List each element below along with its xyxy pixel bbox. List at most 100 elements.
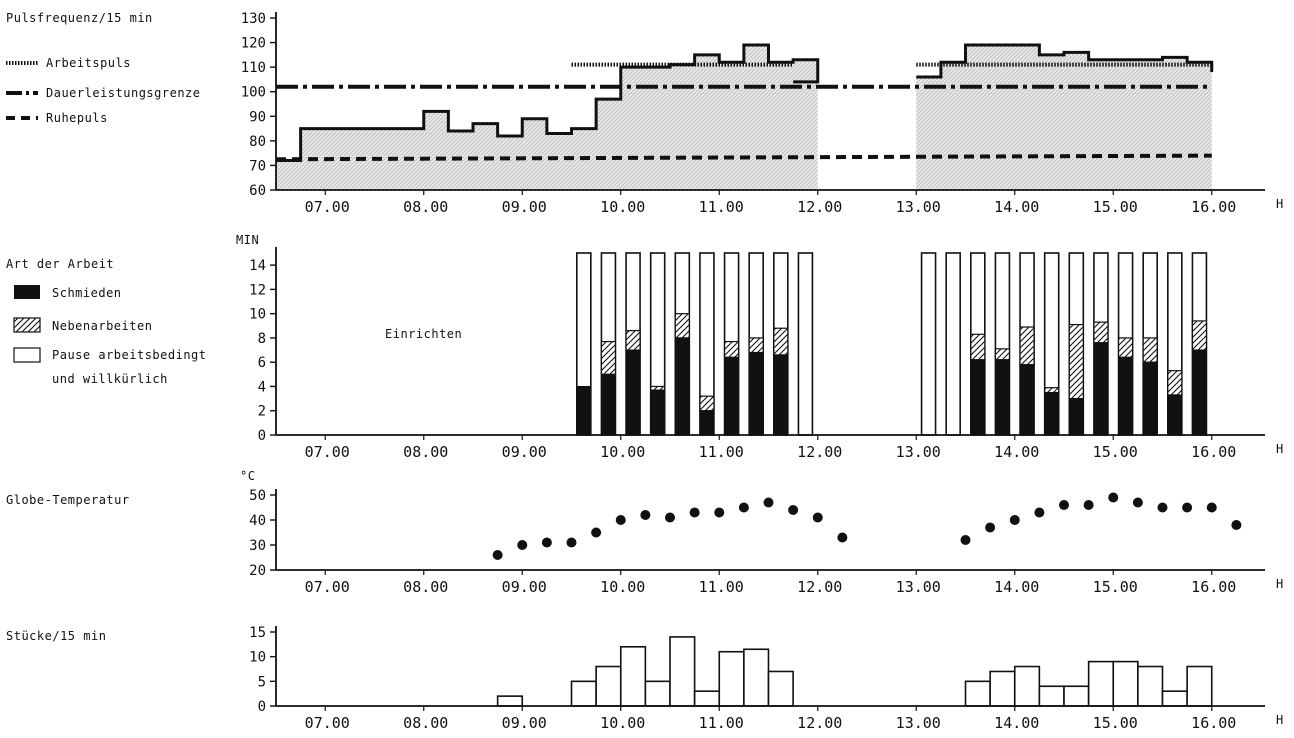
bar-nebenarbeiten [1117,337,1134,358]
bar-nebenarbeiten [994,348,1011,361]
bar-nebenarbeiten [1142,337,1158,363]
bar-schmieden [1191,349,1207,436]
temperature-point [1231,520,1242,530]
x-tick-label: 08.00 [403,578,448,596]
bar-stuecke [1087,660,1115,707]
temperature-point [566,537,577,548]
x-tick-label: 13.00 [896,443,941,461]
x-tick-label: 14.00 [994,443,1039,461]
y-tick-label: 10 [249,307,266,323]
y-tick-label: 4 [258,379,266,395]
y-tick-label: 120 [241,36,266,52]
x-tick-label: 15.00 [1093,578,1138,596]
bar-stuecke [693,690,721,707]
bar-schmieden [674,337,690,436]
temperature-point [1206,502,1217,513]
panel3-title: Globe-Temperatur [6,493,130,507]
bar-schmieden [625,349,641,436]
bar-schmieden [1118,356,1134,436]
bar-nebenarbeiten [1019,326,1035,366]
panel1-title: Pulsfrequenz/15 min [6,11,153,25]
bar-nebenarbeiten [748,337,764,354]
x-tick-label: 16.00 [1191,443,1236,461]
y-tick-label: 70 [249,158,266,174]
y-tick-label: 100 [241,85,266,101]
temperature-point [763,497,774,508]
bar-stuecke [1161,690,1188,707]
x-tick-label: 16.00 [1191,578,1236,596]
bar-schmieden [1167,394,1183,436]
panel1-axes: 60 70 80 90 100 110 120 130 07.00 08.00 09.00 10.00… [241,11,1284,216]
x-tick-label: 10.00 [600,198,645,216]
y-tick-label: 5 [258,674,266,690]
legend-label-schmieden: Schmieden [52,286,122,300]
legend-label-nebenarbeiten: Nebenarbeiten [52,319,152,333]
bar-stuecke [1013,665,1041,707]
bar-schmieden [1019,364,1035,436]
legend-label-pause-1: Pause arbeitsbedingt [52,348,207,362]
bar-stuecke [1038,685,1065,707]
bar-schmieden [1044,392,1060,436]
bar-stuecke [619,645,647,707]
bar-pause [920,252,937,436]
bar-pause [945,252,961,436]
x-tick-label: 15.00 [1093,443,1138,461]
y-tick-label: 0 [258,428,266,444]
temperature-point [1083,500,1094,510]
x-tick-label: 09.00 [502,443,547,461]
bar-schmieden [576,385,592,436]
x-tick-label: 16.00 [1191,198,1236,216]
x-tick-label: 07.00 [305,578,350,596]
panel2-axes: 0 2 4 6 8 10 12 14 07.00 08.00 09.00 10.00 11.00 12.0… [249,247,1283,461]
panel1-plot [275,43,1214,191]
bar-pause [797,252,814,436]
x-tick-label: 11.00 [699,714,744,732]
y-tick-label: 20 [249,563,266,579]
legend-swatch-nebenarbeiten [13,317,41,333]
y-tick-label: 130 [241,11,266,27]
temperature-point [1182,502,1193,513]
bar-nebenarbeiten [600,340,617,375]
x-tick-label: 08.00 [403,714,448,732]
legend-panel1: Arbeitspuls Dauerleistungsgrenze Ruhepul… [6,56,200,125]
y-tick-label: 110 [241,60,266,76]
x-tick-label: 11.00 [699,198,744,216]
x-tick-label: 14.00 [994,578,1039,596]
bar-nebenarbeiten [773,327,789,356]
legend-swatch-schmieden [14,285,40,299]
legend-label-ruhepuls: Ruhepuls [46,111,108,125]
temperature-point [517,540,528,550]
bar-stuecke [669,636,696,707]
bar-schmieden [994,359,1010,436]
panel4-axes: 0 5 10 15 07.00 08.00 09.00 10.00 11.00 12.00 13.0… [249,625,1284,732]
panel2-ylabel: min [236,233,259,247]
y-tick-label: 50 [249,488,266,504]
y-tick-label: 60 [249,183,266,199]
x-tick-label: 15.00 [1093,714,1138,732]
x-unit-label: H [1276,713,1284,727]
x-unit-label: H [1276,577,1284,591]
bar-schmieden [600,373,616,436]
panel4-title: Stücke/15 min [6,629,106,643]
bar-nebenarbeiten [970,333,986,361]
pulse-area [276,45,818,191]
temperature-point [738,502,749,513]
temperature-point [541,537,552,548]
bar-schmieden [1142,361,1158,436]
bar-stuecke [1112,660,1139,707]
bar-schmieden [650,389,666,436]
legend-panel2: Schmieden Nebenarbeiten Pause arbeitsbed… [13,285,207,386]
temperature-point [1034,507,1045,518]
pulse-step-line [916,43,1214,79]
temperature-point [788,505,799,515]
y-tick-label: 90 [249,109,266,125]
bar-stuecke [767,670,794,707]
temperature-point [665,512,675,523]
bar-stuecke [964,680,991,707]
panel4-plot [496,636,1213,707]
bar-schmieden [699,410,715,436]
y-tick-label: 2 [258,404,266,420]
bar-nebenarbeiten [699,395,715,412]
y-tick-label: 15 [249,625,266,641]
x-unit-label: H [1276,197,1284,211]
